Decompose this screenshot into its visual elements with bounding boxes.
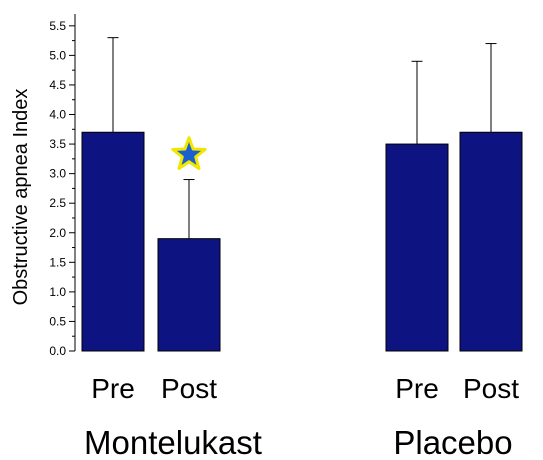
y-axis-title: Obstructive apnea Index <box>10 89 32 306</box>
y-tick-label: 2.5 <box>49 196 66 210</box>
y-tick-label: 5.5 <box>49 19 66 33</box>
y-tick-label: 1.0 <box>49 285 66 299</box>
x-category-label: Pre <box>395 373 439 404</box>
y-tick-label: 3.5 <box>49 137 66 151</box>
y-tick-label: 4.0 <box>49 108 66 122</box>
y-tick-label: 1.5 <box>49 255 66 269</box>
star-icon <box>171 136 207 170</box>
group-label-placebo: Placebo <box>393 424 512 460</box>
y-tick-label: 0.5 <box>49 314 66 328</box>
x-category-label: Post <box>463 373 519 404</box>
bar-placebo-pre <box>385 143 449 352</box>
bar-placebo-post <box>459 131 523 352</box>
y-tick-label: 0.0 <box>49 344 66 358</box>
y-tick-label: 2.0 <box>49 226 66 240</box>
x-category-label: Pre <box>91 373 135 404</box>
y-tick-label: 4.5 <box>49 78 66 92</box>
y-tick-label: 5.0 <box>49 48 66 62</box>
y-tick-label: 3.0 <box>49 167 66 181</box>
bar-montelukast-pre <box>81 131 145 352</box>
x-category-label: Post <box>161 373 217 404</box>
bar-montelukast-post <box>157 238 221 352</box>
group-label-montelukast: Montelukast <box>84 424 262 460</box>
